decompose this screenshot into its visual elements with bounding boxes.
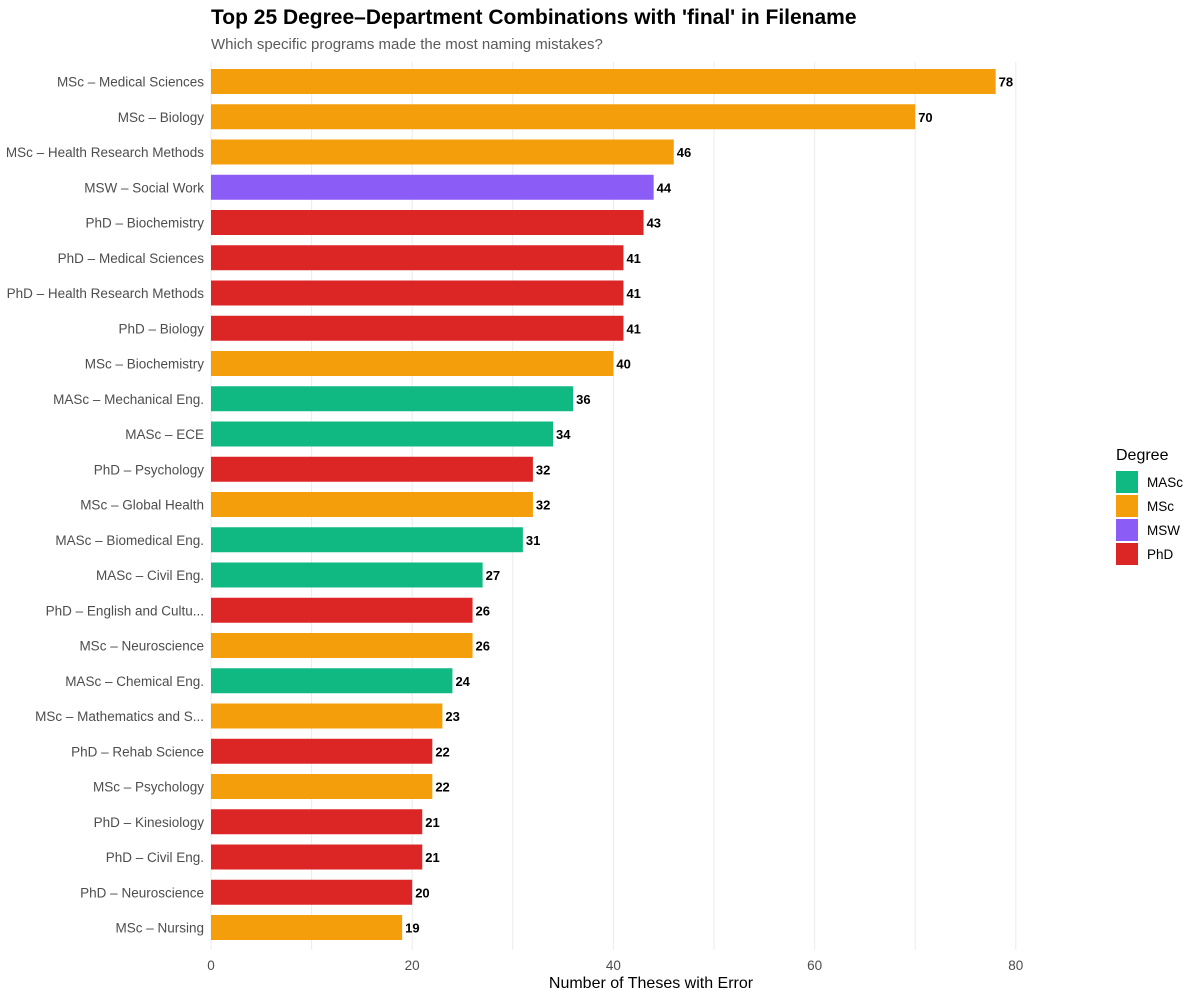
bars [211, 69, 996, 940]
category-label: PhD – Biology [118, 321, 204, 336]
legend-title: Degree [1116, 447, 1169, 464]
bar-msc-biology [211, 104, 916, 130]
x-tick-label: 40 [606, 958, 621, 973]
legend: Degree MASc MSc MSW PhD [1116, 447, 1183, 565]
category-label: PhD – English and Cultu... [46, 603, 204, 618]
x-tick-label: 80 [1008, 958, 1023, 973]
chart-subtitle: Which specific programs made the most na… [211, 36, 603, 53]
category-label: PhD – Health Research Methods [7, 286, 205, 301]
category-label: MSc – Biochemistry [85, 357, 205, 372]
legend-key-msw [1116, 519, 1138, 541]
value-label: 43 [647, 216, 661, 231]
legend-key-phd [1116, 543, 1138, 565]
value-label: 46 [677, 145, 691, 160]
category-label: MASc – ECE [125, 427, 204, 442]
bar-phd-biology [211, 315, 624, 341]
category-label: MSc – Mathematics and S... [35, 709, 204, 724]
value-label: 36 [576, 392, 590, 407]
bar-masc-biomedical-eng [211, 527, 523, 553]
bar-phd-english-and-cultu [211, 597, 473, 623]
category-label: MASc – Chemical Eng. [65, 674, 204, 689]
category-label: MSc – Medical Sciences [57, 75, 204, 90]
legend-label: MASc [1147, 475, 1183, 490]
value-label: 70 [918, 110, 932, 125]
bar-msc-global-health [211, 492, 533, 517]
value-label: 32 [536, 498, 550, 513]
value-label: 21 [425, 850, 439, 865]
legend-key-masc [1116, 471, 1138, 493]
category-label: MSc – Biology [118, 110, 205, 125]
category-label: PhD – Rehab Science [71, 744, 204, 759]
x-tick-label: 0 [207, 958, 215, 973]
chart-title: Top 25 Degree–Department Combinations wi… [211, 6, 857, 29]
bar-masc-civil-eng [211, 562, 483, 588]
x-tick-label: 60 [807, 958, 822, 973]
value-label: 31 [526, 533, 540, 548]
value-label: 41 [626, 321, 640, 336]
category-label: MSc – Psychology [93, 780, 204, 795]
category-label: PhD – Neuroscience [80, 885, 204, 900]
value-label: 78 [999, 75, 1013, 90]
bar-masc-ece [211, 421, 554, 447]
value-label: 23 [445, 709, 459, 724]
category-label: MSc – Nursing [115, 921, 204, 936]
value-labels: 78 70 46 44 43 41 41 41 40 36 34 32 32 31 27 26 26 24 23 22… [405, 75, 1013, 936]
category-label: PhD – Medical Sciences [58, 251, 205, 266]
bar-phd-biochemistry [211, 210, 644, 235]
value-label: 19 [405, 921, 419, 936]
value-label: 22 [435, 744, 449, 759]
value-label: 40 [616, 357, 630, 372]
bar-msc-medical-sciences [211, 69, 996, 94]
bar-phd-psychology [211, 456, 533, 482]
value-label: 24 [455, 674, 470, 689]
bar-phd-medical-sciences [211, 245, 624, 271]
legend-label: PhD [1147, 547, 1174, 562]
bar-msc-biochemistry [211, 351, 614, 376]
value-label: 22 [435, 780, 449, 795]
bar-msc-nursing [211, 915, 403, 940]
bar-msc-neuroscience [211, 633, 473, 658]
category-label: MASc – Civil Eng. [96, 568, 204, 583]
bar-masc-chemical-eng [211, 668, 453, 694]
category-label: MSc – Global Health [80, 498, 204, 513]
category-label: MSc – Health Research Methods [6, 145, 204, 160]
bar-phd-health-research-methods [211, 280, 624, 306]
category-label: MSc – Neuroscience [79, 639, 204, 654]
category-label: MASc – Mechanical Eng. [53, 392, 204, 407]
bar-phd-neuroscience [211, 879, 413, 905]
value-label: 34 [556, 427, 571, 442]
value-label: 32 [536, 462, 550, 477]
category-label: PhD – Biochemistry [85, 216, 204, 231]
x-axis-ticks: 0 20 40 60 80 [207, 958, 1023, 973]
value-label: 21 [425, 815, 439, 830]
x-tick-label: 20 [405, 958, 420, 973]
value-label: 26 [476, 603, 490, 618]
bar-msc-psychology [211, 774, 433, 799]
bar-msc-mathematics-and-s [211, 703, 443, 729]
value-label: 26 [476, 639, 490, 654]
bar-msc-health-research-methods [211, 139, 674, 165]
legend-label: MSc [1147, 499, 1174, 514]
category-label: PhD – Psychology [94, 462, 205, 477]
value-label: 20 [415, 885, 429, 900]
category-labels: MSc – Medical Sciences MSc – Biology MSc –… [6, 75, 204, 936]
category-label: PhD – Civil Eng. [106, 850, 204, 865]
x-axis-title: Number of Theses with Error [549, 975, 754, 992]
category-label: MSW – Social Work [84, 180, 204, 195]
bar-phd-civil-eng [211, 844, 423, 870]
bar-phd-kinesiology [211, 809, 423, 835]
bar-msw-social-work [211, 174, 654, 200]
value-label: 44 [657, 180, 672, 195]
legend-label: MSW [1147, 523, 1180, 538]
category-label: MASc – Biomedical Eng. [55, 533, 204, 548]
value-label: 41 [626, 286, 640, 301]
value-label: 41 [626, 251, 640, 266]
bar-masc-mechanical-eng [211, 386, 574, 412]
bar-phd-rehab-science [211, 738, 433, 764]
legend-key-msc [1116, 495, 1138, 517]
category-label: PhD – Kinesiology [94, 815, 205, 830]
value-label: 27 [486, 568, 500, 583]
